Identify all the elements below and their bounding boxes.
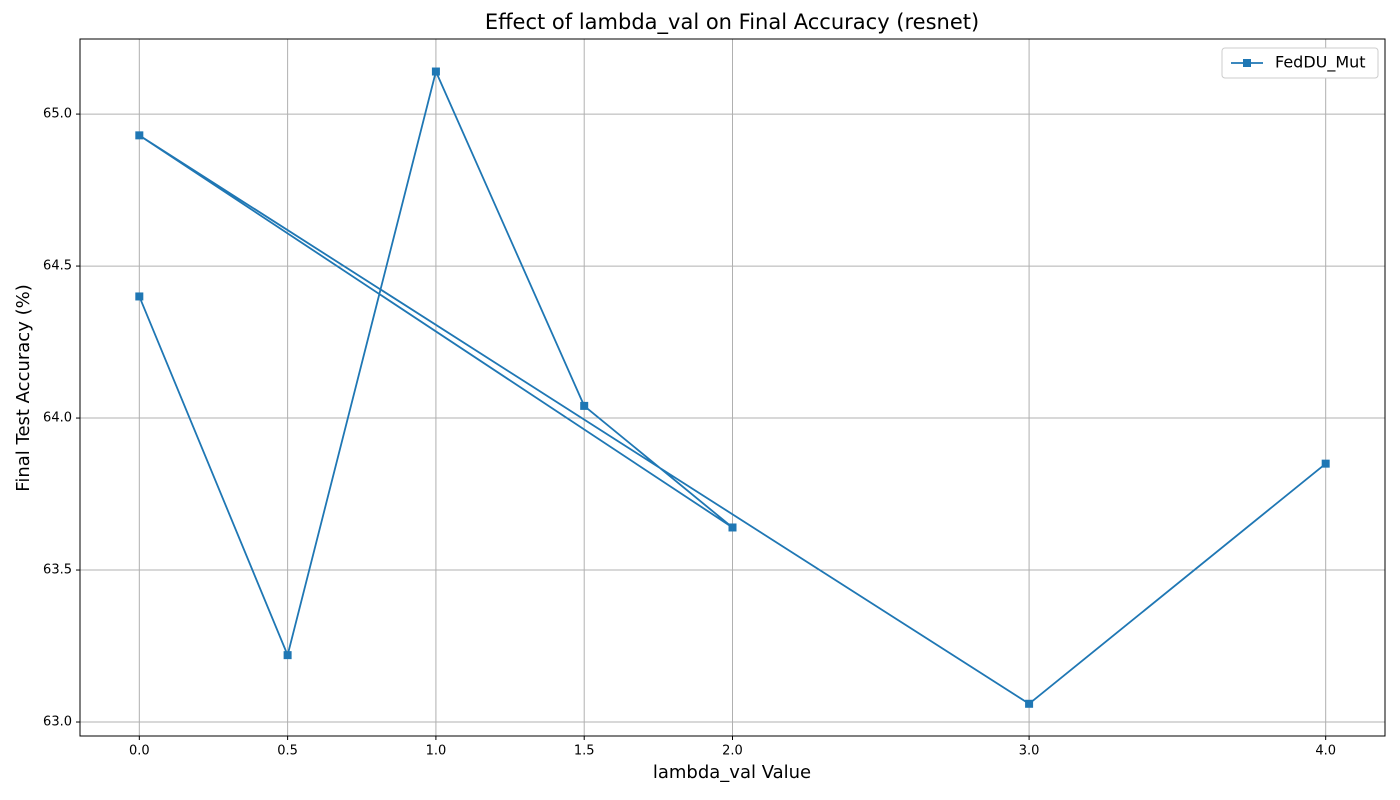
- y-tick-label: 64.5: [43, 259, 72, 274]
- data-point: [431, 67, 440, 76]
- y-axis-label: Final Test Accuracy (%): [13, 284, 34, 491]
- x-tick-label: 0.0: [129, 744, 150, 759]
- x-tick-label: 3.0: [1019, 744, 1040, 759]
- data-point: [135, 292, 144, 301]
- x-tick-label: 0.5: [277, 744, 298, 759]
- series-line: [138, 68, 1327, 705]
- x-tick-label: 4.0: [1315, 744, 1336, 759]
- y-tick-label: 63.0: [43, 715, 72, 730]
- x-tick-label: 2.0: [722, 744, 743, 759]
- legend-label: FedDU_Mut: [1275, 53, 1366, 73]
- legend-marker: [1243, 59, 1251, 67]
- data-point: [283, 651, 292, 660]
- plot-frame: [79, 38, 1386, 737]
- legend-box: [1221, 47, 1379, 79]
- data-point: [580, 401, 589, 410]
- y-tick-label: 64.0: [43, 411, 72, 426]
- data-point: [728, 523, 737, 532]
- chart-title: Effect of lambda_val on Final Accuracy (…: [485, 10, 979, 35]
- data-point: [135, 131, 144, 140]
- x-tick-label: 1.5: [574, 744, 595, 759]
- data-point: [1321, 459, 1330, 468]
- data-point: [1025, 699, 1034, 708]
- y-tick-label: 63.5: [43, 563, 72, 578]
- x-tick-label: 1.0: [426, 744, 447, 759]
- y-tick-label: 65.0: [43, 107, 72, 122]
- x-axis-label: lambda_val Value: [653, 762, 811, 783]
